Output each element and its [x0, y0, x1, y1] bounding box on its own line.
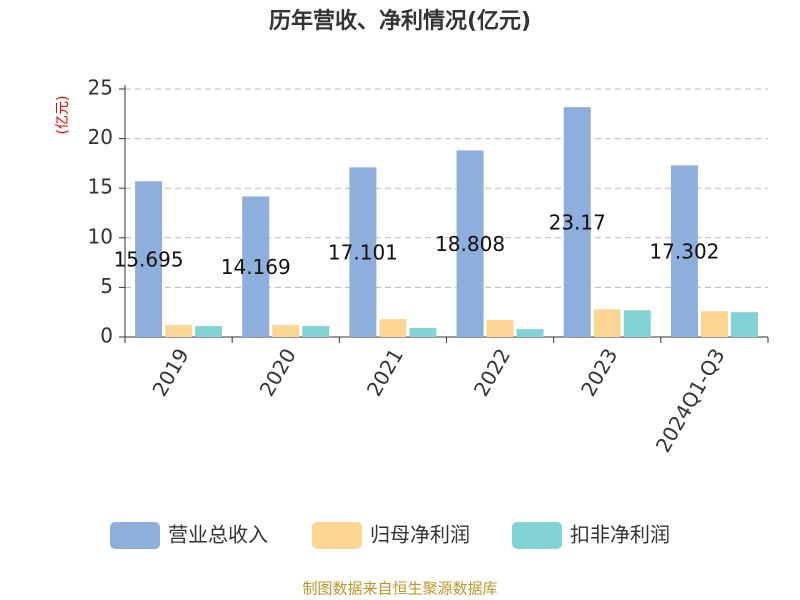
- x-tick-label: 2023: [576, 344, 622, 400]
- legend-swatch: [110, 522, 160, 549]
- x-tick-label: 2019: [147, 344, 193, 400]
- bar: [456, 150, 484, 337]
- legend-swatch: [512, 522, 562, 549]
- data-label: 14.169: [221, 255, 291, 279]
- data-label: 23.17: [549, 211, 606, 235]
- legend-swatch: [312, 522, 362, 549]
- bar: [195, 326, 223, 337]
- bar: [623, 310, 651, 337]
- bar: [302, 326, 330, 337]
- bar: [486, 320, 514, 337]
- bar: [409, 328, 437, 337]
- bar: [593, 309, 621, 337]
- source-note: 制图数据来自恒生聚源数据库: [302, 580, 497, 598]
- chart-title: 历年营收、净利情况(亿元): [269, 8, 531, 34]
- x-tick-label: 2024Q1-Q3: [651, 344, 730, 456]
- legend-label: 归母净利润: [370, 523, 470, 547]
- x-tick-label: 2021: [362, 344, 408, 400]
- bar: [379, 319, 407, 337]
- bar: [135, 181, 163, 337]
- bar: [272, 325, 300, 337]
- bar: [165, 325, 193, 337]
- y-tick-label: 0: [100, 324, 113, 348]
- bar: [670, 165, 698, 337]
- bar: [349, 167, 377, 337]
- data-label: 15.695: [114, 248, 184, 272]
- bar: [516, 329, 544, 337]
- data-label: 17.101: [328, 241, 398, 265]
- bar: [242, 196, 270, 337]
- y-tick-label: 5: [100, 274, 113, 298]
- data-label: 18.808: [435, 232, 505, 256]
- bar: [730, 312, 758, 337]
- y-tick-label: 20: [88, 125, 113, 149]
- y-tick-label: 15: [88, 175, 113, 199]
- y-axis-label: (亿元): [55, 96, 71, 135]
- bar: [563, 107, 591, 338]
- x-tick-label: 2022: [469, 344, 515, 400]
- y-tick-label: 25: [88, 76, 113, 100]
- x-tick-label: 2020: [255, 344, 301, 400]
- bar: [700, 311, 728, 337]
- legend-label: 扣非净利润: [570, 523, 670, 547]
- data-label: 17.302: [649, 240, 719, 264]
- legend-label: 营业总收入: [168, 523, 268, 547]
- y-tick-label: 10: [88, 224, 113, 248]
